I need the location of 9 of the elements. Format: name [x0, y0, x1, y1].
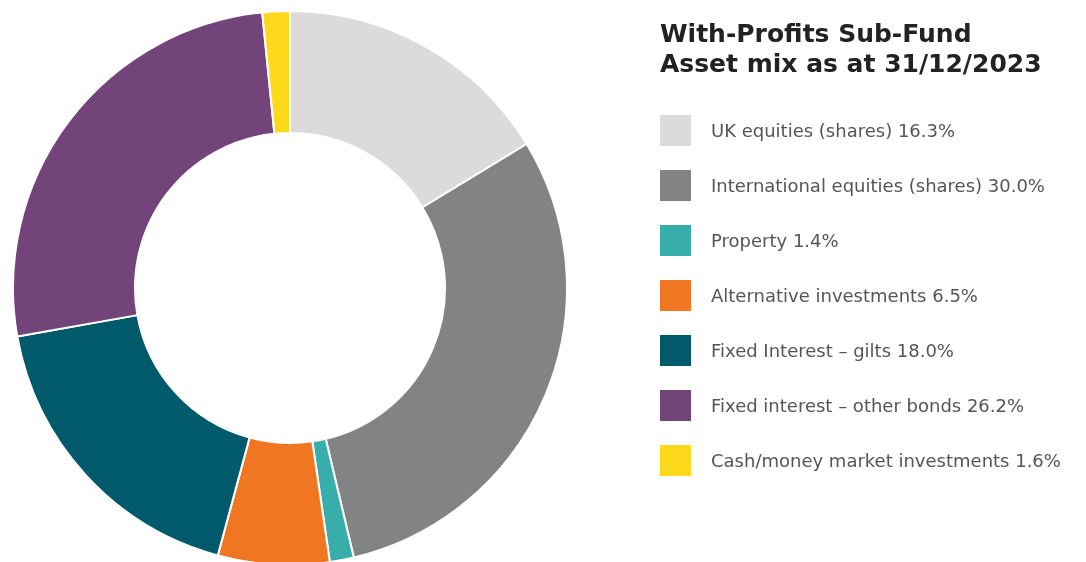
chart-title: With-Profits Sub-Fund [660, 19, 972, 48]
text: Asset mix as at 31/12/2023 [660, 49, 1042, 78]
legend-label: Fixed interest – other bonds 26.2% [711, 395, 1025, 416]
legend-label: Fixed Interest – gilts 18.0% [711, 340, 954, 361]
legend-label: Cash/money market investments 1.6% [711, 450, 1061, 471]
legend-label: Alternative investments 6.5% [711, 285, 978, 306]
legend-label: Property 1.4% [711, 230, 839, 251]
legend-label: International equities (shares) 30.0% [711, 175, 1045, 196]
legend-label: UK equities (shares) 16.3% [711, 120, 956, 141]
